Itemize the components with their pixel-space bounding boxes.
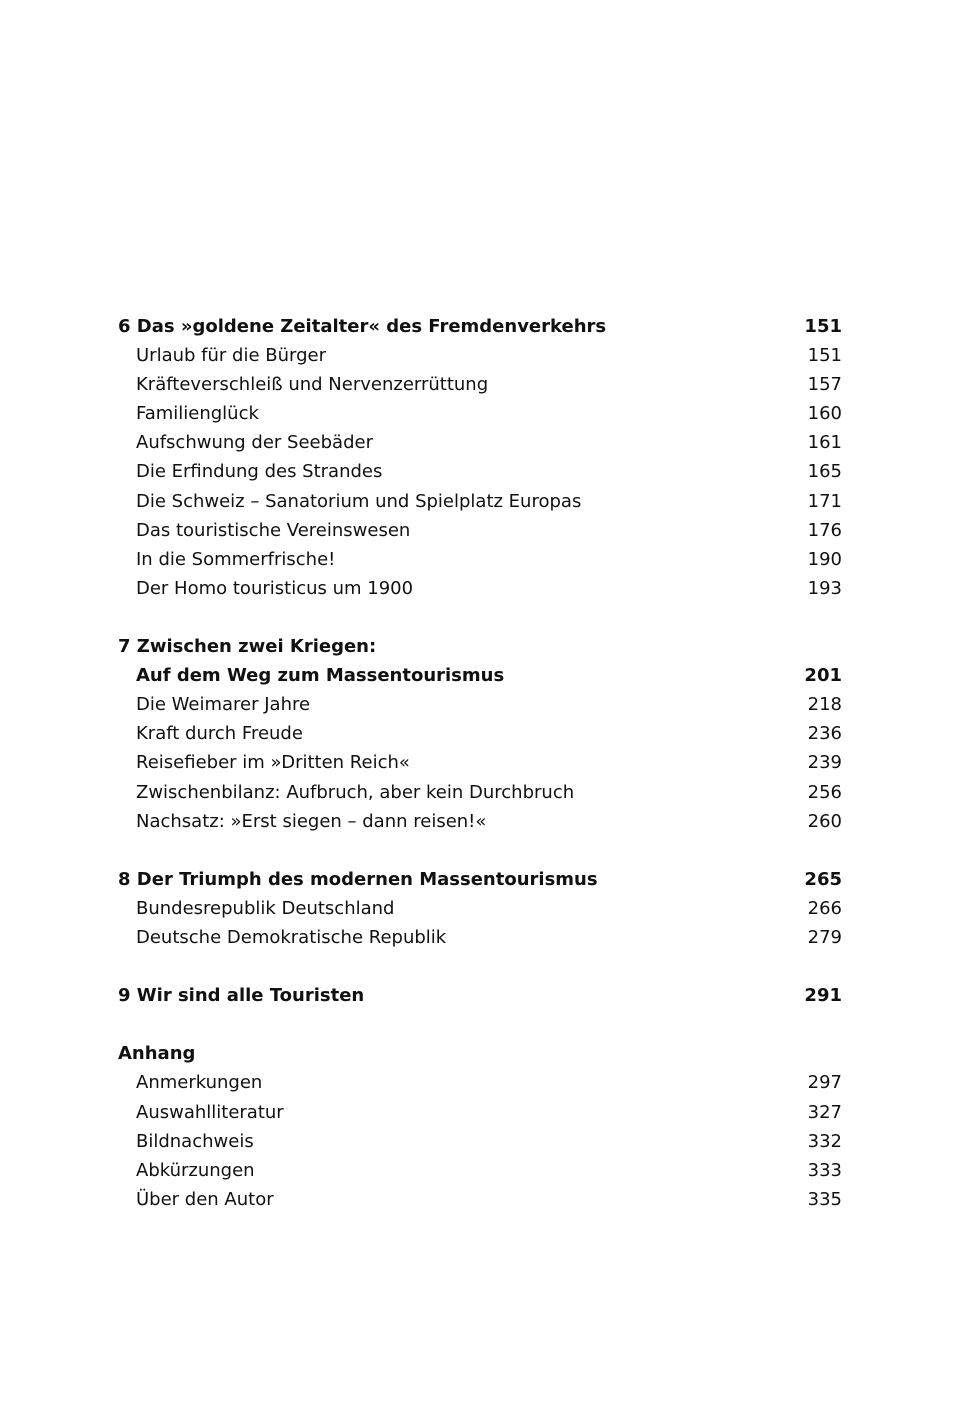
entry-title: 8 Der Triumph des modernen Massentourism… [118,868,598,890]
page-number: 297 [807,1072,842,1094]
entry-title: Bundesrepublik Deutschland [136,897,395,919]
page-number: 151 [807,345,842,367]
toc-chapter-entry: 9 Wir sind alle Touristen 291 [118,981,842,1010]
page-number: 190 [807,548,842,570]
entry-title: Bildnachweis [136,1130,254,1152]
toc-entry: Nachsatz: »Erst siegen – dann reisen!« 26… [118,807,842,836]
toc-entry: Kräfteverschleiß und Nervenzerrüttung 157 [118,370,842,399]
toc-entry: Bildnachweis 332 [118,1127,842,1156]
page-number: 201 [804,665,842,687]
spacer [118,836,842,865]
toc-entry: Reisefieber im »Dritten Reich« 239 [118,748,842,777]
page-number: 266 [807,897,842,919]
page-number: 160 [807,403,842,425]
toc-chapter-entry: Auf dem Weg zum Massentourismus 201 [118,661,842,690]
page-number: 151 [804,316,842,337]
page-number: 256 [807,781,842,803]
toc-entry: Die Erfindung des Strandes 165 [118,457,842,486]
page-number: 157 [807,374,842,396]
entry-title: Anhang [118,1043,196,1065]
entry-title: Familienglück [136,403,259,425]
page-number: 327 [807,1101,842,1123]
entry-title: Zwischenbilanz: Aufbruch, aber kein Durc… [136,781,575,803]
entry-title: In die Sommerfrische! [136,548,336,570]
entry-title: Deutsche Demokratische Republik [136,926,447,948]
page-number: 333 [807,1159,842,1181]
toc-entry: Das touristische Vereinswesen 176 [118,516,842,545]
page-number: 236 [807,723,842,745]
page-number: 291 [804,985,842,1007]
page-number: 265 [804,868,842,890]
entry-title: Die Erfindung des Strandes [136,461,383,483]
toc-entry: Abkürzungen 333 [118,1156,842,1185]
toc-chapter-entry: 7 Zwischen zwei Kriegen: [118,632,842,661]
toc-entry: Kraft durch Freude 236 [118,719,842,748]
page-number: 176 [807,519,842,541]
entry-title: Über den Autor [136,1188,274,1210]
toc-entry: In die Sommerfrische! 190 [118,545,842,574]
page-number: 335 [807,1188,842,1210]
toc-entry: Die Weimarer Jahre 218 [118,690,842,719]
toc-entry: Anmerkungen 297 [118,1068,842,1097]
entry-title: Auswahlliteratur [136,1101,284,1123]
entry-title: Die Weimarer Jahre [136,694,311,716]
toc-chapter-entry: 8 Der Triumph des modernen Massentourism… [118,865,842,894]
page-number: 161 [807,432,842,454]
entry-title: Kraft durch Freude [136,723,303,745]
entry-title: Nachsatz: »Erst siegen – dann reisen!« [136,810,487,832]
toc-entry: Bundesrepublik Deutschland 266 [118,894,842,923]
page-number: 260 [807,810,842,832]
page-number: 239 [807,752,842,774]
entry-title: 6 Das »goldene Zeitalter« des Fremdenver… [118,316,607,337]
entry-title: 7 Zwischen zwei Kriegen: [118,636,377,658]
toc-entry: Der Homo touristicus um 1900 193 [118,574,842,603]
entry-title: Auf dem Weg zum Massentourismus [136,665,505,687]
entry-title: Das touristische Vereinswesen [136,519,411,541]
page-number: 193 [807,577,842,599]
toc-entry: Familienglück 160 [118,399,842,428]
toc-entry: Urlaub für die Bürger 151 [118,341,842,370]
entry-title: Anmerkungen [136,1072,263,1094]
entry-title: Der Homo touristicus um 1900 [136,577,414,599]
toc-entry: Über den Autor 335 [118,1185,842,1214]
toc-entry: Zwischenbilanz: Aufbruch, aber kein Durc… [118,778,842,807]
table-of-contents: 6 Das »goldene Zeitalter« des Fremdenver… [118,312,842,1214]
page-number: 165 [807,461,842,483]
toc-entry: Auswahlliteratur 327 [118,1098,842,1127]
toc-chapter-entry: 6 Das »goldene Zeitalter« des Fremdenver… [118,312,842,341]
spacer [118,952,842,981]
entry-title: Reisefieber im »Dritten Reich« [136,752,410,774]
toc-entry: Deutsche Demokratische Republik 279 [118,923,842,952]
page-number: 218 [807,694,842,716]
entry-title: Aufschwung der Seebäder [136,432,373,454]
toc-entry: Die Schweiz – Sanatorium und Spielplatz … [118,487,842,516]
entry-title: Urlaub für die Bürger [136,345,326,367]
spacer [118,603,842,632]
entry-title: Abkürzungen [136,1159,255,1181]
entry-title: 9 Wir sind alle Touristen [118,985,365,1007]
entry-title: Kräfteverschleiß und Nervenzerrüttung [136,374,489,396]
toc-chapter-entry: Anhang [118,1039,842,1068]
entry-title: Die Schweiz – Sanatorium und Spielplatz … [136,490,582,512]
page-number: 332 [807,1130,842,1152]
toc-entry: Aufschwung der Seebäder 161 [118,428,842,457]
spacer [118,1010,842,1039]
page-number: 279 [807,926,842,948]
page-number: 171 [807,490,842,512]
